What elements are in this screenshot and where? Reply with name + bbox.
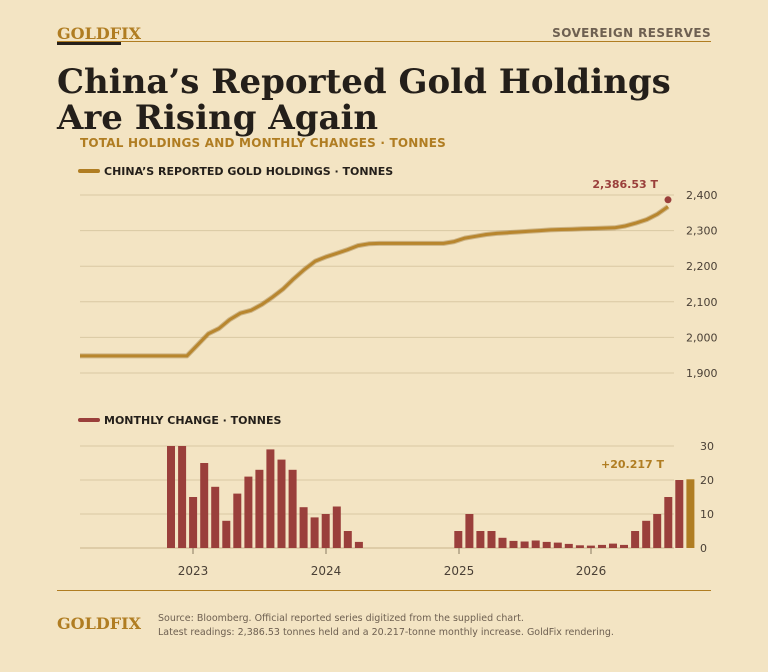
holdings-line [80,205,669,358]
source-line-1: Source: Bloomberg. Official reported ser… [158,613,524,624]
x-tick-label: 2026 [576,564,607,578]
change-bar [310,517,319,548]
change-bar [531,540,540,548]
change-bar [653,514,662,548]
y-tick-label: 20 [700,474,714,487]
holdings-end-label: 2,386.53 T [592,178,658,191]
change-bar [189,497,198,548]
change-bar [200,463,209,548]
y-tick-label: 2,000 [686,331,718,344]
change-bar [233,493,242,548]
change-bar [642,520,651,548]
x-tick-label: 2025 [444,564,475,578]
chart-area: CHINA’S REPORTED GOLD HOLDINGS · TONNES 1… [78,165,718,578]
page-title: China’s Reported Gold Holdings Are Risin… [57,62,671,138]
change-bar [244,476,253,548]
change-end-label: +20.217 T [601,458,664,471]
change-bar [222,520,231,548]
legend-holdings: CHINA’S REPORTED GOLD HOLDINGS · TONNES [104,165,393,178]
change-bar [620,544,628,548]
change-bar [465,514,474,548]
section-kicker: SOVEREIGN RESERVES [552,26,711,40]
change-bar [454,531,463,548]
y-tick-label: 2,400 [686,189,718,202]
change-bar [542,541,551,548]
change-bar [575,545,584,548]
y-tick-label: 1,900 [686,367,718,380]
change-bar [598,544,606,548]
source-line-2: Latest readings: 2,386.53 tonnes held an… [158,627,614,638]
change-bar [255,469,264,548]
y-tick-label: 2,200 [686,260,718,273]
chart-subtitle: TOTAL HOLDINGS AND MONTHLY CHANGES · TON… [80,136,447,150]
y-tick-label: 30 [700,440,714,453]
top-rule [57,41,711,42]
change-bar [675,480,684,548]
change-bar [277,459,286,548]
change-bar [321,514,330,548]
change-bar [664,497,673,548]
brand-logo: GOLDFIX [57,24,141,43]
change-bar [354,541,363,548]
change-bar [498,537,507,548]
change-bar [211,486,220,548]
y-tick-label: 2,100 [686,296,718,309]
change-bar [686,479,695,548]
source-note: Source: Bloomberg. Official reported ser… [158,612,718,640]
change-bar [553,542,562,548]
holdings-end-dot [664,196,672,204]
bottom-rule [57,590,711,591]
change-bar [332,506,341,548]
y-tick-label: 10 [700,508,714,521]
change-bar [476,531,485,548]
change-bar [167,446,175,548]
change-bar [178,446,187,548]
change-bar [631,531,640,548]
top-rule-accent [57,42,121,45]
change-bar [299,507,308,548]
top-bar: GOLDFIX SOVEREIGN RESERVES [57,22,711,46]
x-tick-label: 2024 [311,564,342,578]
change-bar [343,531,352,548]
x-tick-label: 2023 [178,564,209,578]
change-bar [564,543,573,548]
change-bar [586,545,595,548]
change-bar [288,469,297,548]
change-bar [609,543,617,548]
legend-change: MONTHLY CHANGE · TONNES [104,414,281,427]
y-tick-label: 0 [700,542,707,555]
change-bar [487,531,496,548]
y-tick-label: 2,300 [686,225,718,238]
change-bar [509,540,518,548]
footer-brand-logo: GOLDFIX [57,614,141,633]
change-bar [266,449,275,548]
change-bar [520,541,529,548]
